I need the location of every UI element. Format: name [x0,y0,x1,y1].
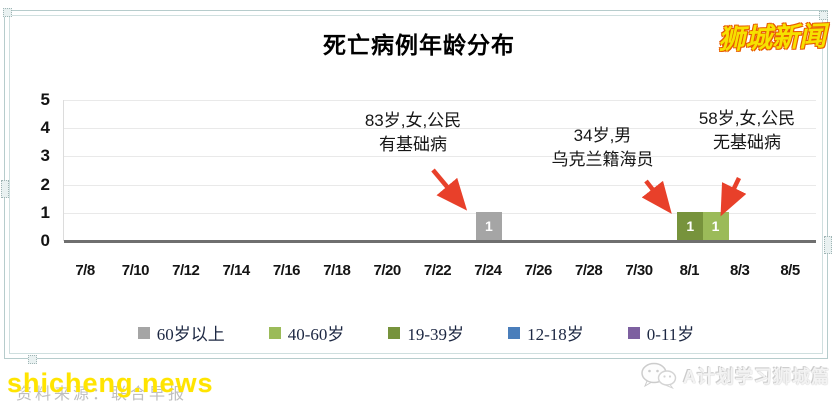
x-tick-label: 7/24 [474,262,502,279]
y-tick-label: 2 [40,174,50,194]
x-tick-label: 7/26 [524,262,553,279]
annotation-8-1: 34岁,男 乌克兰籍海员 [520,124,685,172]
x-tick-label: 8/3 [729,262,750,279]
x-tick-label: 7/10 [121,262,150,279]
annotation-line: 乌克兰籍海员 [551,150,654,169]
resize-handle-mid-left[interactable] [1,180,9,198]
x-tick-label: 7/16 [272,262,301,279]
chart-legend: 60岁以上 40-60岁 19-39岁 12-18岁 0-11岁 [6,320,826,345]
bar-19-39岁-8/1[interactable]: 1 [677,211,704,240]
bar-value-label: 1 [484,217,493,234]
chart-title: 死亡病例年龄分布 [323,32,515,58]
arrow-icon [720,177,747,217]
wechat-icon [641,362,677,389]
resize-handle-top-right[interactable] [819,11,828,20]
x-tick-label: 7/12 [172,262,200,279]
legend-item-12-18岁[interactable]: 12-18岁 [508,320,584,345]
legend-label: 19-39岁 [407,325,465,344]
annotation-line: 无基础病 [713,133,781,152]
legend-label: 0-11岁 [646,325,695,344]
x-tick-label: 7/20 [373,262,402,279]
legend-item-60岁以上[interactable]: 60岁以上 [137,320,225,345]
gridline [64,100,816,101]
annotation-line: 有基础病 [379,135,447,154]
resize-handle-mid-right[interactable] [824,236,832,254]
legend-item-19-39岁[interactable]: 19-39岁 [388,320,464,345]
y-tick-label: 1 [40,202,50,222]
bar-value-label: 1 [686,217,695,234]
gridline [64,156,816,158]
x-tick-label: 7/22 [423,262,452,279]
y-tick-label: 0 [40,231,50,250]
x-tick-label: 8/5 [780,262,800,279]
bar-60岁以上-7/24[interactable]: 1 [475,211,502,240]
arrow-icon [431,168,468,211]
gridline [64,128,816,130]
x-tick-label: 7/28 [574,262,603,279]
legend-label: 60岁以上 [156,325,225,344]
bar-40-60岁-8/2[interactable]: 1 [702,211,729,240]
legend-swatch-icon [388,326,401,339]
legend-swatch-icon [627,326,640,339]
legend-swatch-icon [508,326,521,339]
annotation-8-2: 58岁,女,公民 无基础病 [662,107,832,155]
x-tick-label: 7/14 [222,262,250,279]
shicheng-news-watermark: shicheng.news [7,368,214,398]
annotation-line: 83岁,女,公民 [364,111,462,130]
legend-label: 40-60岁 [287,325,345,344]
x-tick-label: 7/18 [323,262,351,279]
source-credit-text: 资料来源：联合早报 [16,386,188,403]
y-tick-label: 3 [40,146,50,166]
bar-value-label: 1 [711,217,720,234]
legend-swatch-icon [137,326,150,339]
annotation-line: 34岁,男 [573,126,632,145]
annotation-line: 58岁,女,公民 [698,109,796,128]
legend-item-40-60岁[interactable]: 40-60岁 [268,320,345,345]
resize-handle-top-left[interactable] [3,8,12,17]
y-tick-label: 4 [40,118,50,138]
x-tick-label: 8/1 [679,262,700,279]
resize-handle-bottom-left[interactable] [28,355,37,364]
legend-item-0-11岁[interactable]: 0-11岁 [627,320,695,345]
legend-swatch-icon [268,326,281,339]
arrow-icon [641,179,672,214]
y-tick-label: 5 [40,90,50,109]
x-axis-line [64,240,816,243]
legend-label: 12-18岁 [527,325,584,344]
x-tick-label: 7/8 [75,262,95,279]
wechat-account-name: A计划学习狮城篇 [683,366,830,387]
annotation-7-24: 83岁,女,公民 有基础病 [338,109,488,157]
wechat-watermark: A计划学习狮城篇 [639,362,830,389]
gridline [64,212,816,214]
x-tick-label: 7/30 [625,262,653,279]
